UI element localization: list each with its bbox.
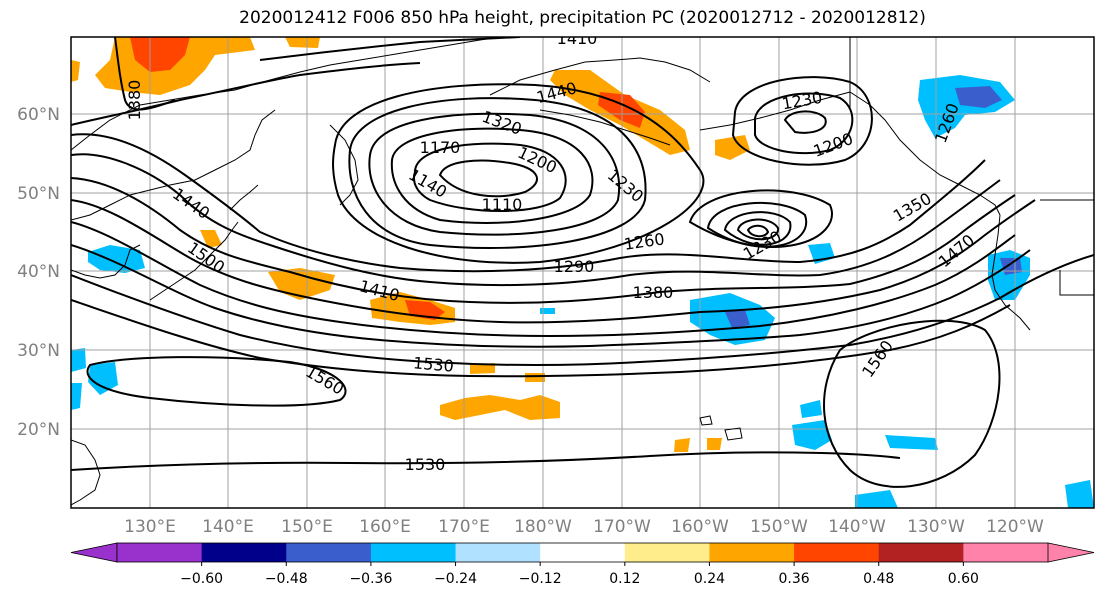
colorbar-tick-label: 0.36	[779, 571, 810, 587]
lon-label: 150°E	[281, 517, 333, 537]
lat-label: 30°N	[17, 341, 60, 361]
contour-label: 1290	[554, 257, 595, 276]
contour-label: 1110	[482, 195, 523, 214]
colorbar-tick-label: −0.36	[349, 571, 392, 587]
precip-negative-areas	[71, 75, 1094, 508]
colorbar-tick-label: 0.12	[609, 571, 640, 587]
lat-label: 50°N	[17, 184, 60, 204]
lon-label: 170°W	[593, 517, 651, 537]
coastlines	[71, 37, 1094, 506]
colorbar-segment	[963, 543, 1049, 562]
lon-label: 120°W	[986, 517, 1044, 537]
colorbar-tick-label: 0.48	[863, 571, 894, 587]
colorbar-segment	[455, 543, 541, 562]
contour-label: 1410	[557, 29, 598, 48]
colorbar-outline	[116, 542, 1049, 563]
colorbar-tick-label: −0.24	[434, 571, 477, 587]
colorbar-segment	[709, 543, 795, 562]
contour-label: 1530	[405, 455, 446, 474]
colorbar: −0.60 −0.48 −0.36 −0.24 −0.12 0.12 0.24 0.36 0.4…	[70, 542, 1095, 587]
lon-label: 140°W	[828, 517, 886, 537]
colorbar-segment	[370, 543, 457, 562]
lon-label: 180°W	[514, 517, 572, 537]
colorbar-tick-label: −0.60	[180, 571, 223, 587]
colorbar-segment	[201, 543, 287, 562]
contour-label: 1380	[125, 80, 144, 121]
colorbar-extend-min	[70, 542, 118, 563]
lat-label: 60°N	[17, 105, 60, 125]
colorbar-segment	[117, 543, 203, 562]
contour-label: 1170	[420, 138, 461, 157]
contour-label: 1380	[633, 283, 674, 302]
colorbar-segment	[624, 543, 710, 562]
lat-label: 40°N	[17, 262, 60, 282]
colorbar-tick-labels: −0.60 −0.48 −0.36 −0.24 −0.12 0.12 0.24 0.36 0.4…	[180, 571, 979, 587]
lat-label: 20°N	[17, 420, 60, 440]
contour-label: 1530	[412, 353, 454, 375]
map-frame	[70, 36, 1095, 509]
colorbar-tick-label: 0.60	[948, 571, 979, 587]
lon-label: 130°W	[907, 517, 965, 537]
longitude-labels: 130°E 140°E 150°E 160°E 170°E 180°W 170°…	[124, 517, 1044, 537]
latitude-labels: 60°N 50°N 40°N 30°N 20°N	[17, 105, 60, 440]
colorbar-segment	[794, 543, 880, 562]
map-title: 2020012412 F006 850 hPa height, precipit…	[239, 8, 926, 28]
colorbar-tick-label: −0.12	[519, 571, 562, 587]
lon-label: 160°E	[359, 517, 411, 537]
lon-label: 160°W	[671, 517, 729, 537]
colorbar-extend-max	[1047, 542, 1095, 563]
colorbar-tick-label: 0.24	[694, 571, 725, 587]
colorbar-ticks	[201, 562, 964, 566]
colorbar-segment	[878, 543, 964, 562]
lon-label: 140°E	[202, 517, 254, 537]
colorbar-segments	[70, 542, 1095, 563]
lon-label: 130°E	[124, 517, 176, 537]
lon-label: 150°W	[750, 517, 808, 537]
colorbar-tick-label: −0.48	[265, 571, 308, 587]
height-contours	[71, 37, 1094, 488]
colorbar-segment	[286, 543, 372, 562]
colorbar-segment	[540, 543, 626, 562]
graticule	[71, 37, 1094, 508]
lon-label: 170°E	[438, 517, 490, 537]
